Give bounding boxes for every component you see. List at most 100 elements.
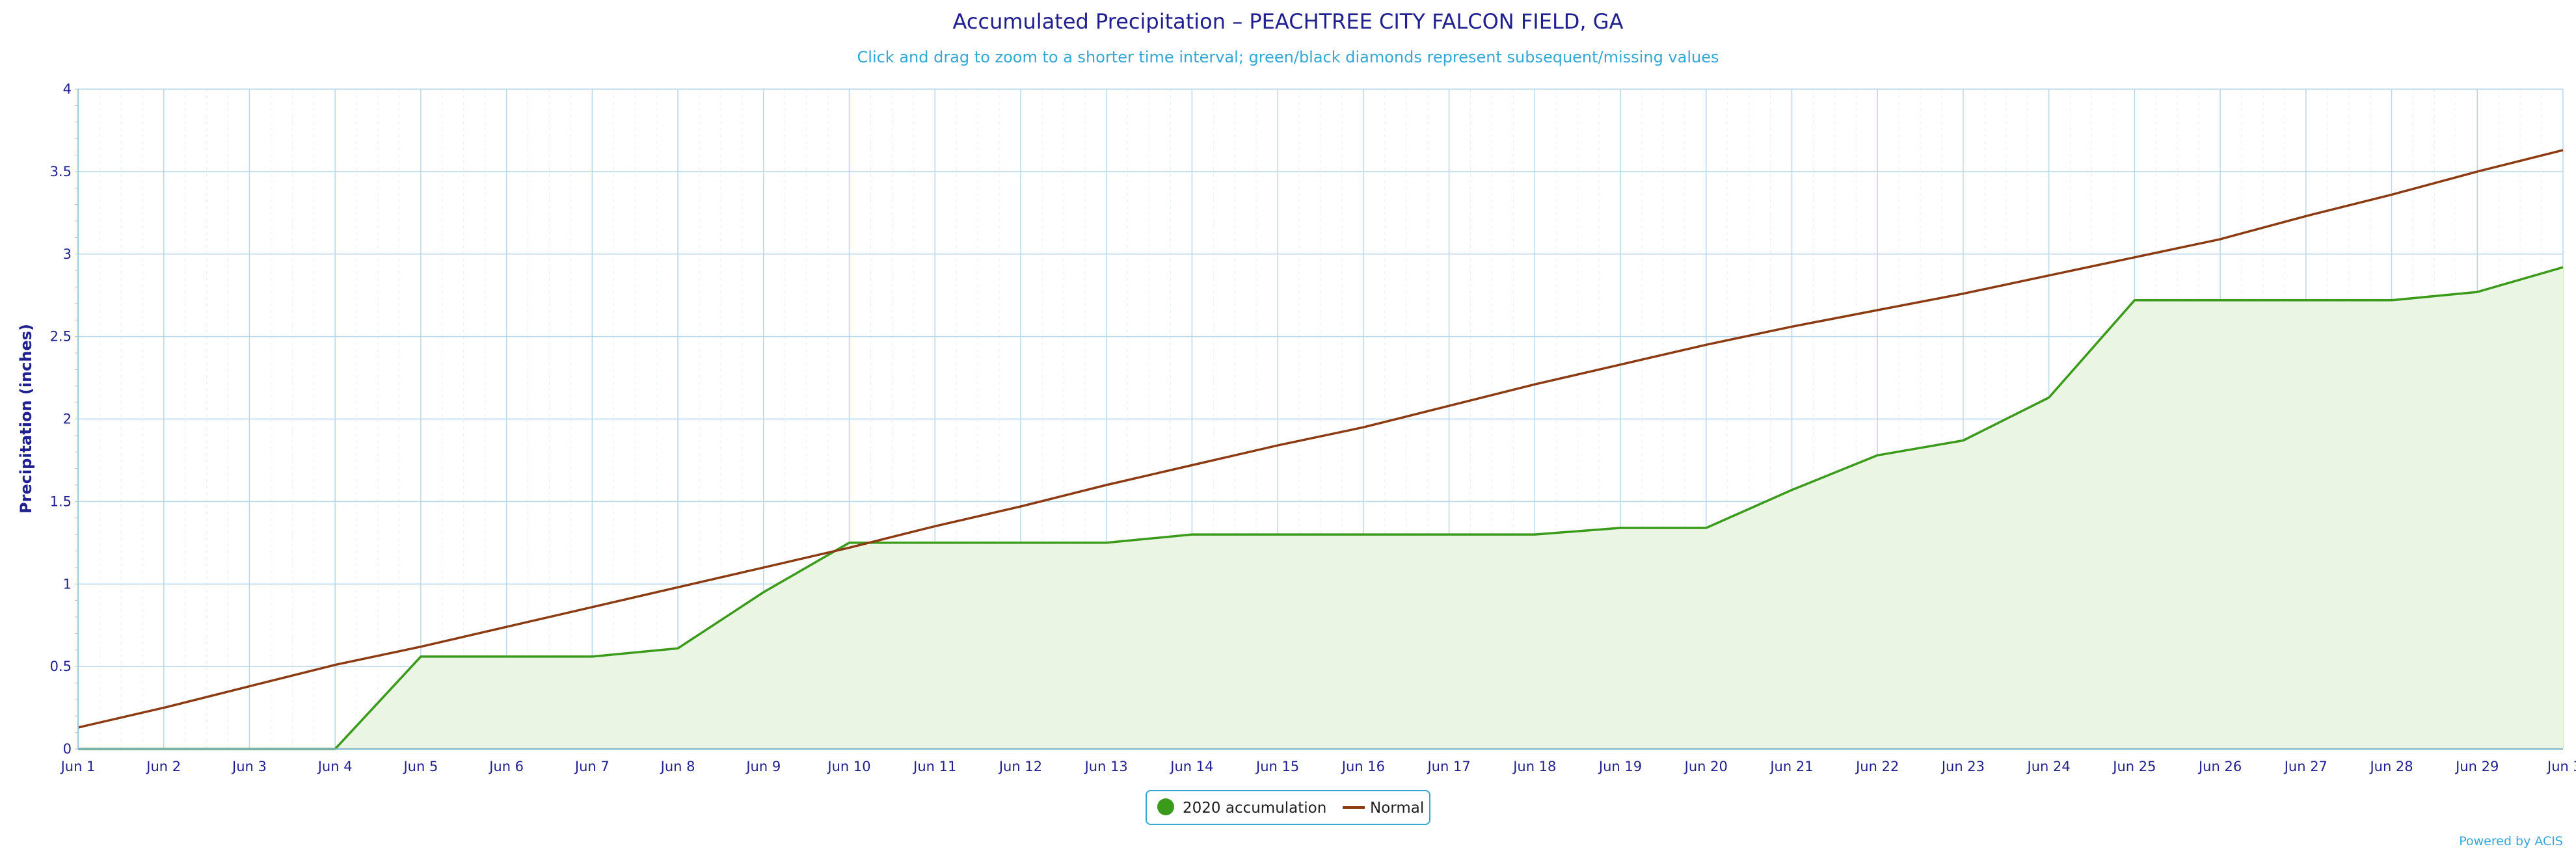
normal-point[interactable] xyxy=(2216,235,2224,243)
accumulation-point[interactable] xyxy=(1873,451,1881,459)
x-tick-label: Jun 9 xyxy=(745,759,781,774)
accumulation-point[interactable] xyxy=(2216,296,2224,304)
accumulation-point[interactable] xyxy=(2473,288,2481,296)
accumulation-point[interactable] xyxy=(931,539,939,547)
x-tick-label: Jun 3 xyxy=(231,759,267,774)
normal-point[interactable] xyxy=(1188,462,1196,469)
x-tick-label: Jun 6 xyxy=(488,759,524,774)
credits-link[interactable]: Powered by ACIS xyxy=(2459,834,2563,848)
legend-item-2020-accumulation[interactable]: 2020 accumulation xyxy=(1157,798,1326,817)
normal-point[interactable] xyxy=(1103,481,1110,489)
normal-point[interactable] xyxy=(1873,306,1881,314)
accumulation-point[interactable] xyxy=(417,653,425,661)
accumulation-point[interactable] xyxy=(1702,524,1710,532)
x-tick-label: Jun 16 xyxy=(1341,759,1385,774)
accumulation-point[interactable] xyxy=(1274,531,1281,538)
normal-point[interactable] xyxy=(674,583,682,591)
normal-point[interactable] xyxy=(2559,146,2567,154)
normal-point[interactable] xyxy=(1788,322,1796,330)
normal-point[interactable] xyxy=(1274,441,1281,449)
x-tick-label: Jun 11 xyxy=(912,759,956,774)
x-tick-label: Jun 24 xyxy=(2026,759,2071,774)
x-tick-label: Jun 4 xyxy=(317,759,353,774)
series-2020-accumulation-area xyxy=(78,267,2563,750)
accumulation-point[interactable] xyxy=(2559,263,2567,271)
normal-point[interactable] xyxy=(1360,423,1367,431)
accumulation-point[interactable] xyxy=(1788,486,1796,494)
area-layer xyxy=(78,267,2563,750)
normal-point[interactable] xyxy=(503,623,511,631)
x-tick-label: Jun 18 xyxy=(1512,759,1556,774)
x-tick-label: Jun 5 xyxy=(402,759,438,774)
x-tick-label: Jun 12 xyxy=(998,759,1042,774)
x-tick-label: Jun 30 xyxy=(2546,759,2576,774)
x-tick-label: Jun 2 xyxy=(145,759,181,774)
x-tick-label: Jun 8 xyxy=(660,759,695,774)
accumulation-point[interactable] xyxy=(2388,296,2396,304)
normal-point[interactable] xyxy=(1702,341,1710,348)
y-tick-label: 2.5 xyxy=(50,329,72,345)
normal-point[interactable] xyxy=(1617,361,1624,369)
normal-point[interactable] xyxy=(1017,503,1025,510)
series-normal-line[interactable] xyxy=(77,149,2564,729)
accumulation-point[interactable] xyxy=(760,588,768,596)
accumulation-point[interactable] xyxy=(2302,296,2310,304)
x-tick-label: Jun 10 xyxy=(826,759,870,774)
x-tick-label: Jun 15 xyxy=(1255,759,1299,774)
x-tick-label: Jun 23 xyxy=(1940,759,1985,774)
normal-point[interactable] xyxy=(1959,290,1967,298)
accumulation-point[interactable] xyxy=(1188,531,1196,538)
normal-point[interactable] xyxy=(160,704,168,712)
normal-point[interactable] xyxy=(588,603,596,611)
axes xyxy=(75,88,2563,750)
y-tick-label: 1 xyxy=(63,576,72,592)
y-axis-label: Precipitation (inches) xyxy=(17,324,35,514)
x-tick-label: Jun 29 xyxy=(2454,759,2499,774)
normal-point[interactable] xyxy=(2045,272,2053,280)
x-tick-label: Jun 26 xyxy=(2197,759,2242,774)
normal-point[interactable] xyxy=(2473,168,2481,176)
accumulation-point[interactable] xyxy=(2130,296,2138,304)
accumulation-point[interactable] xyxy=(588,653,596,661)
accumulation-point[interactable] xyxy=(1617,524,1624,532)
y-tick-label: 3 xyxy=(63,246,72,262)
normal-point[interactable] xyxy=(1531,380,1538,388)
x-tick-label: Jun 14 xyxy=(1169,759,1213,774)
accumulation-point[interactable] xyxy=(1959,437,1967,445)
x-tick-label: Jun 13 xyxy=(1084,759,1128,774)
normal-point[interactable] xyxy=(931,522,939,530)
legend-label-2020-accumulation: 2020 accumulation xyxy=(1183,800,1326,817)
normal-point[interactable] xyxy=(846,544,853,551)
legend-item-normal[interactable]: Normal xyxy=(1343,800,1424,817)
y-tick-label: 2 xyxy=(63,412,72,427)
accumulation-point[interactable] xyxy=(1360,531,1367,538)
line-layer xyxy=(77,146,2567,750)
normal-point[interactable] xyxy=(331,661,339,669)
x-tick-label: Jun 28 xyxy=(2368,759,2413,774)
accumulation-point[interactable] xyxy=(1103,539,1110,547)
x-tick-label: Jun 21 xyxy=(1769,759,1813,774)
y-tick-label: 3.5 xyxy=(50,164,72,179)
accumulation-point[interactable] xyxy=(1445,531,1453,538)
x-tick-label: Jun 19 xyxy=(1598,759,1642,774)
normal-point[interactable] xyxy=(2302,212,2310,220)
y-tick-label: 1.5 xyxy=(50,493,72,509)
normal-point[interactable] xyxy=(245,683,253,690)
y-tick-label: 0 xyxy=(63,741,72,757)
x-tick-label: Jun 25 xyxy=(2112,759,2156,774)
normal-point[interactable] xyxy=(2388,190,2396,198)
accumulation-point[interactable] xyxy=(1531,531,1538,538)
accumulation-point[interactable] xyxy=(503,653,511,661)
normal-point[interactable] xyxy=(417,643,425,651)
y-tick-label: 0.5 xyxy=(50,659,72,674)
y-tick-label: 4 xyxy=(63,81,72,97)
accumulation-point[interactable] xyxy=(2045,394,2053,402)
accumulation-point[interactable] xyxy=(1017,539,1025,547)
normal-point[interactable] xyxy=(2130,254,2138,261)
accumulation-point[interactable] xyxy=(674,644,682,652)
normal-point[interactable] xyxy=(1445,402,1453,410)
normal-point[interactable] xyxy=(760,564,768,571)
chart-subtitle: Click and drag to zoom to a shorter time… xyxy=(857,48,1719,66)
series-2020-accumulation-line[interactable] xyxy=(78,266,2564,750)
